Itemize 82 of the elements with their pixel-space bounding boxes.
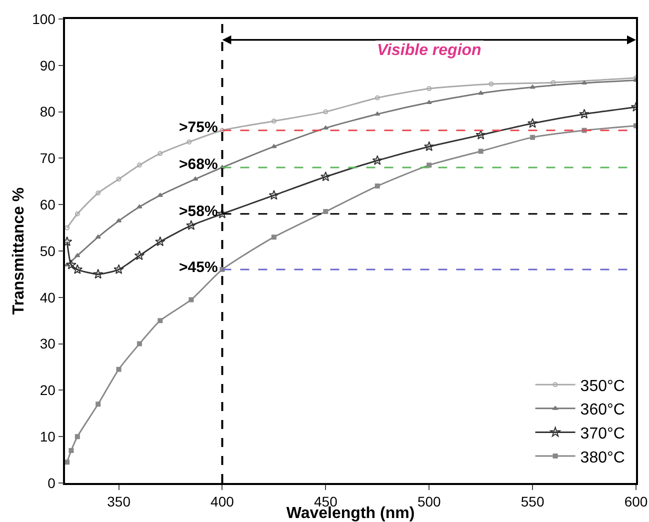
point bbox=[217, 208, 228, 218]
legend-label: 360°C bbox=[580, 402, 625, 419]
point bbox=[186, 220, 196, 230]
legend-label: 370°C bbox=[580, 425, 625, 442]
point bbox=[95, 234, 101, 239]
ref-line-label: >68% bbox=[179, 156, 218, 173]
y-tick-label: 20 bbox=[40, 382, 56, 398]
point bbox=[186, 139, 192, 144]
point bbox=[320, 171, 331, 182]
point bbox=[323, 109, 328, 114]
point bbox=[155, 236, 166, 246]
y-tick-label: 90 bbox=[40, 57, 56, 74]
point bbox=[478, 90, 484, 95]
point bbox=[579, 108, 590, 119]
point bbox=[72, 264, 83, 274]
point bbox=[66, 260, 76, 270]
y-tick-label: 100 bbox=[32, 10, 56, 27]
point bbox=[220, 128, 225, 133]
annotation: Visible region bbox=[377, 42, 482, 59]
point bbox=[426, 86, 432, 92]
point bbox=[158, 318, 163, 324]
point bbox=[374, 184, 380, 189]
point bbox=[188, 297, 194, 302]
point bbox=[527, 118, 538, 128]
legend-label: 350°C bbox=[580, 378, 625, 395]
x-axis-title: Wavelength (nm) bbox=[286, 505, 415, 522]
point bbox=[74, 434, 80, 440]
point bbox=[530, 84, 536, 89]
y-tick-label: 10 bbox=[40, 428, 56, 444]
legend-label: 380°C bbox=[580, 449, 625, 466]
y-axis-title: Transmittance % bbox=[10, 187, 28, 315]
point bbox=[322, 126, 328, 130]
point bbox=[136, 341, 142, 346]
point bbox=[550, 80, 556, 86]
point bbox=[271, 118, 276, 124]
y-tick-label: 40 bbox=[40, 289, 56, 306]
point bbox=[114, 264, 124, 274]
point bbox=[424, 141, 434, 152]
point bbox=[372, 155, 383, 165]
point bbox=[158, 151, 163, 156]
point bbox=[478, 148, 484, 154]
point bbox=[96, 190, 101, 196]
y-tick-label: 80 bbox=[40, 104, 56, 120]
point bbox=[134, 250, 145, 260]
annotation: >45% bbox=[179, 259, 218, 276]
point bbox=[374, 112, 380, 116]
point bbox=[116, 366, 122, 372]
y-tick-label: 70 bbox=[40, 150, 56, 166]
x-tick-label: 350 bbox=[107, 494, 131, 510]
point bbox=[192, 176, 198, 181]
point bbox=[65, 460, 70, 465]
x-tick-label: 400 bbox=[210, 494, 234, 510]
point bbox=[74, 253, 80, 258]
point bbox=[323, 209, 328, 214]
point bbox=[271, 234, 276, 240]
y-tick-label: 60 bbox=[40, 196, 56, 212]
point bbox=[268, 190, 280, 200]
point bbox=[426, 100, 432, 104]
point bbox=[68, 448, 74, 454]
point bbox=[530, 134, 536, 140]
x-tick-label: 550 bbox=[520, 494, 544, 510]
point bbox=[157, 192, 163, 197]
point bbox=[74, 211, 80, 216]
point bbox=[65, 225, 70, 230]
ref-line-label: >58% bbox=[179, 203, 218, 220]
y-tick-label: 0 bbox=[48, 474, 56, 491]
point bbox=[426, 162, 432, 168]
point bbox=[136, 162, 142, 168]
y-tick-label: 50 bbox=[40, 242, 56, 259]
point bbox=[92, 268, 104, 279]
point bbox=[488, 81, 494, 86]
point bbox=[96, 402, 101, 407]
point bbox=[374, 95, 380, 100]
y-tick-label: 30 bbox=[40, 336, 56, 352]
point bbox=[136, 204, 142, 208]
line-series bbox=[65, 75, 636, 230]
point bbox=[271, 144, 277, 148]
point bbox=[476, 130, 486, 140]
x-tick-label: 600 bbox=[624, 494, 648, 510]
annotation: >75% bbox=[179, 119, 218, 136]
point bbox=[116, 176, 122, 182]
x-tick-label: 500 bbox=[417, 494, 442, 510]
